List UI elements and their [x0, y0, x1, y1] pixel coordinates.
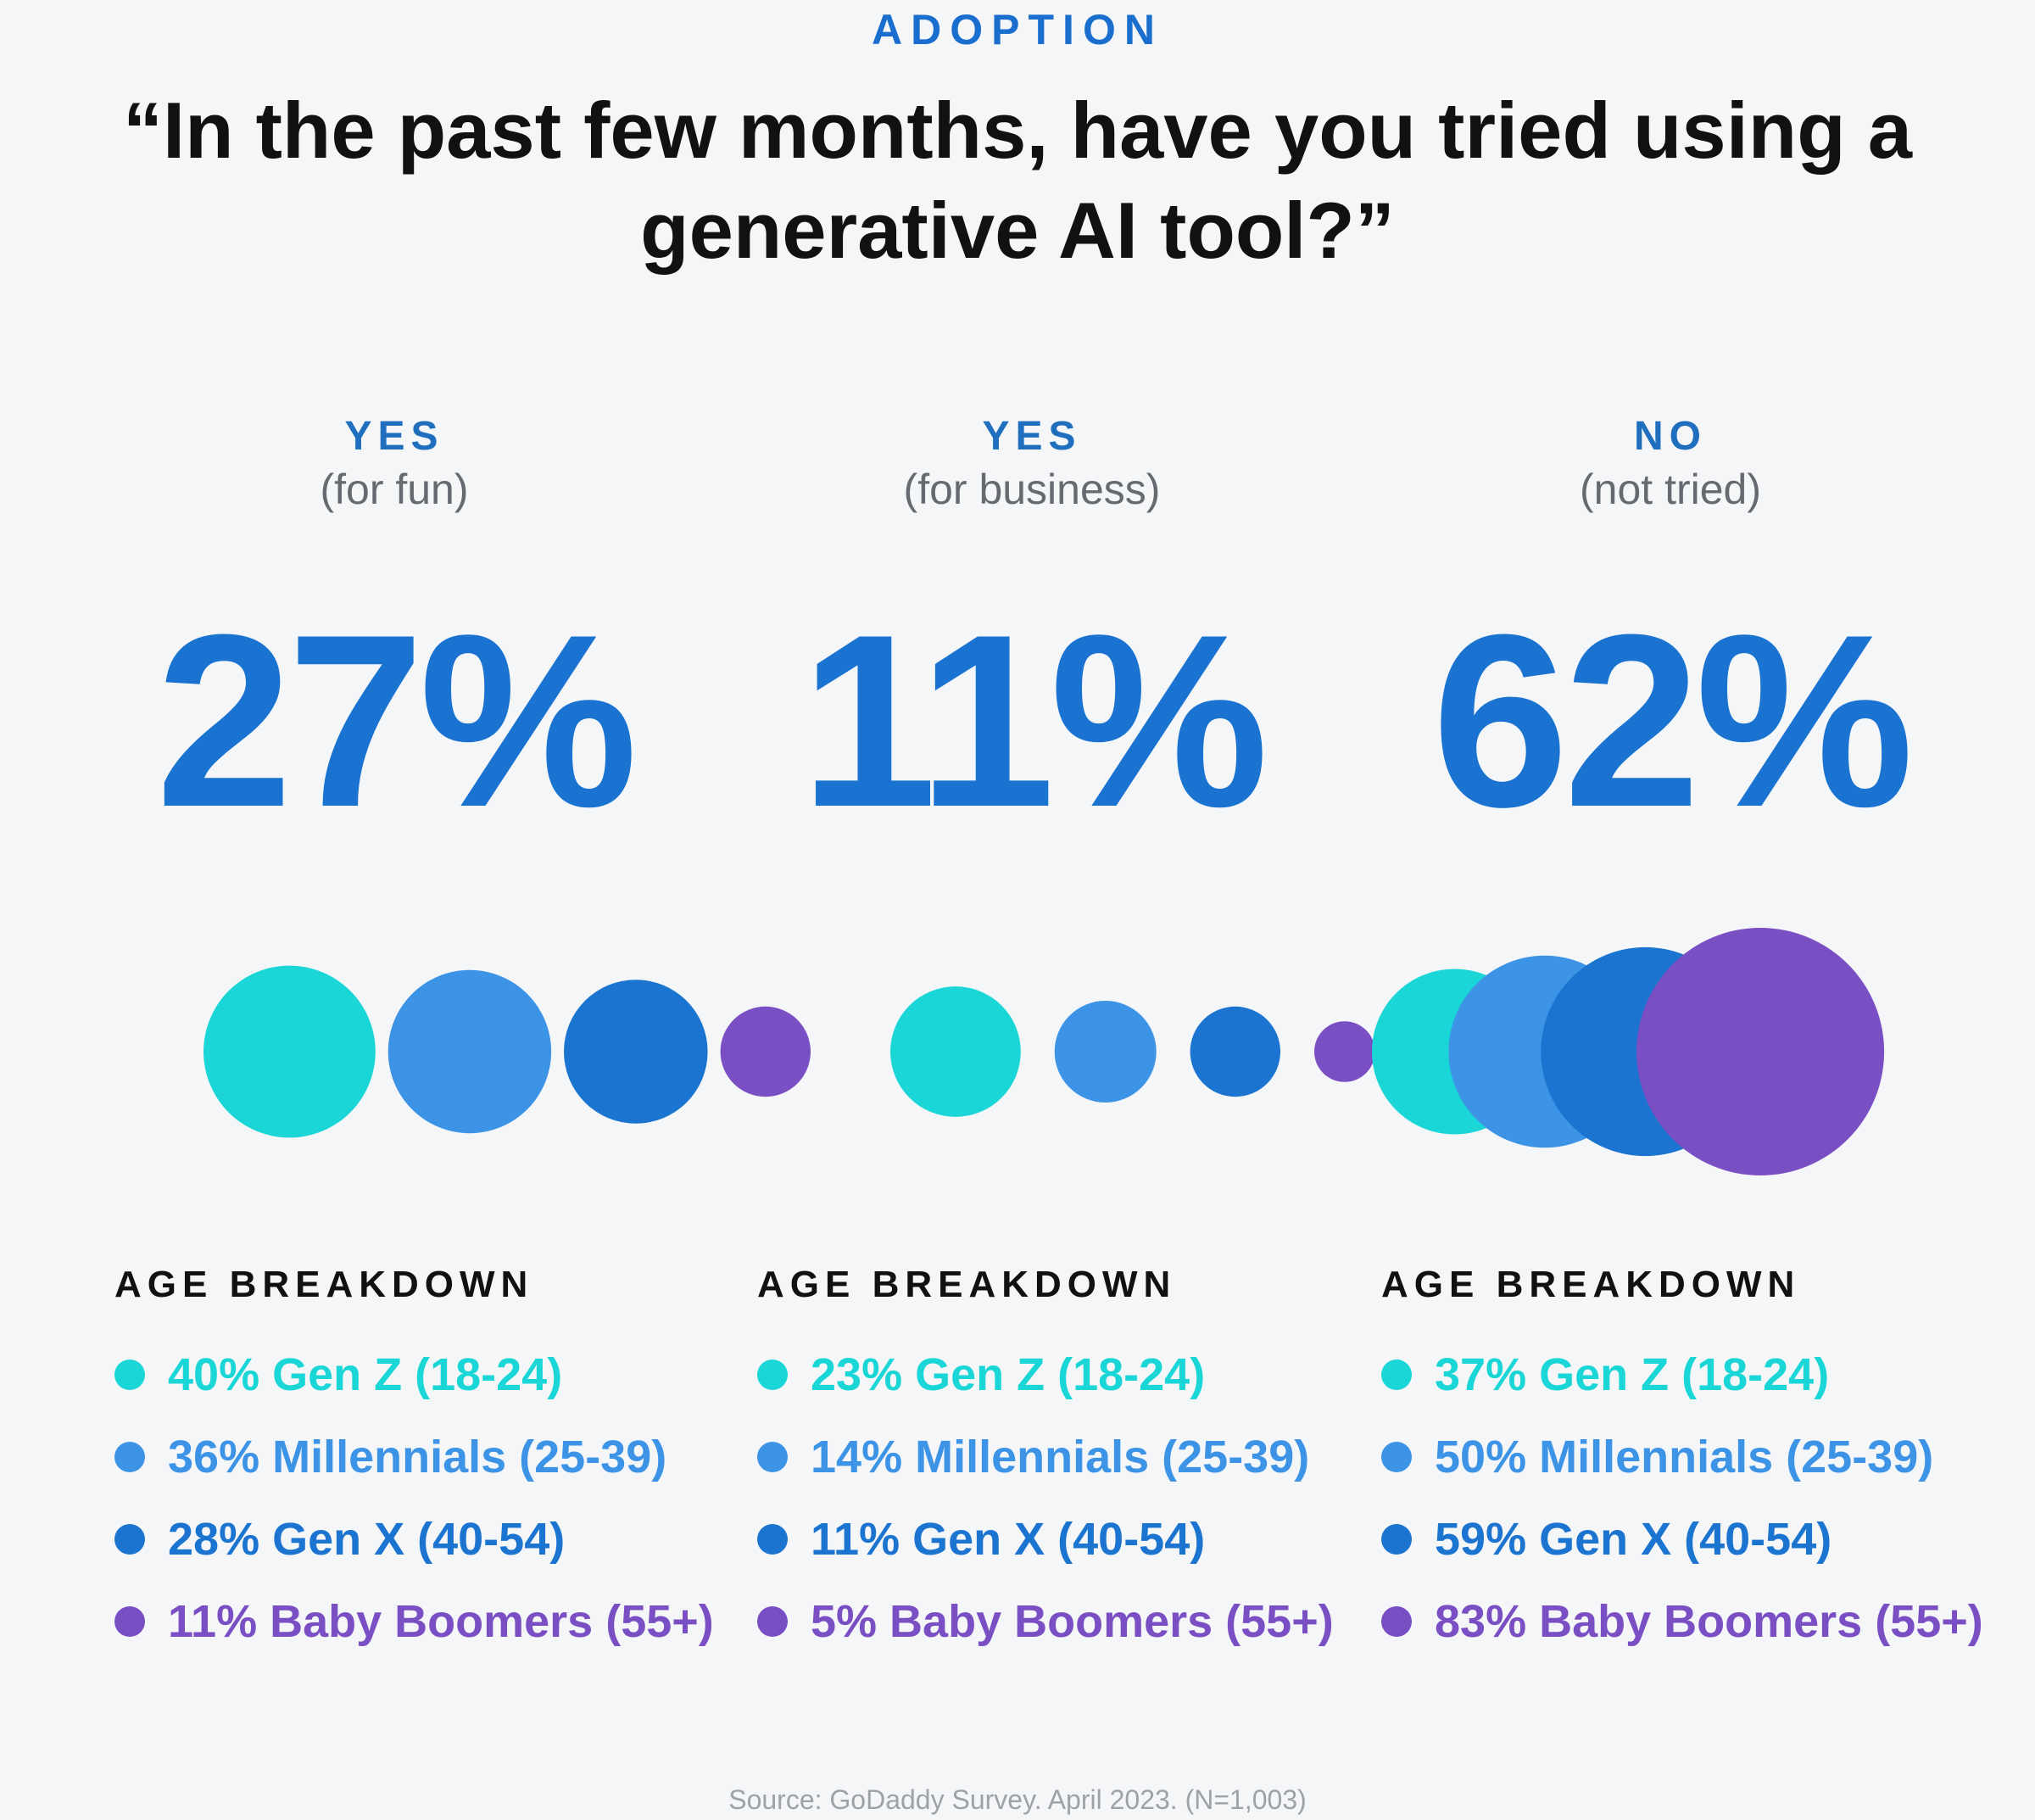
category-header: YES (for business): [727, 411, 1337, 516]
bubble-baby-3: [1636, 928, 1885, 1175]
category-sublabel: (for business): [903, 466, 1161, 513]
legend-item: 40% Gen Z (18-24): [114, 1333, 714, 1415]
legend-label: 36% Millennials (25-39): [168, 1431, 667, 1482]
legend-label: 14% Millennials (25-39): [811, 1431, 1310, 1482]
legend-dot-icon: [1381, 1359, 1412, 1390]
legend-item: 28% Gen X (40-54): [114, 1498, 714, 1580]
age-breakdown-list: 40% Gen Z (18-24) 36% Millennials (25-39)…: [114, 1333, 714, 1662]
legend-item: 14% Millennials (25-39): [757, 1415, 1334, 1498]
legend-dot-icon: [114, 1359, 145, 1390]
category-label: YES: [344, 414, 444, 459]
legend-item: 36% Millennials (25-39): [114, 1415, 714, 1498]
legend-item: 59% Gen X (40-54): [1381, 1498, 1983, 1580]
legend-item: 37% Gen Z (18-24): [1381, 1333, 1983, 1415]
legend-dot-icon: [114, 1441, 145, 1472]
legend-label: 23% Gen Z (18-24): [811, 1348, 1206, 1400]
age-breakdown-title: AGE BREAKDOWN: [1381, 1264, 1801, 1305]
legend-dot-icon: [114, 1523, 145, 1555]
legend-dot-icon: [757, 1441, 788, 1472]
legend-item: 50% Millennials (25-39): [1381, 1415, 1983, 1498]
legend-item: 23% Gen Z (18-24): [757, 1333, 1334, 1415]
category-sublabel: (not tried): [1580, 466, 1761, 513]
category-label: YES: [982, 414, 1082, 459]
chart-title: “In the past few months, have you tried …: [122, 86, 1913, 275]
legend-item: 11% Gen X (40-54): [757, 1498, 1334, 1580]
category-percentage: 27%: [155, 583, 638, 858]
legend-dot-icon: [757, 1523, 788, 1555]
legend-label: 11% Gen X (40-54): [811, 1513, 1206, 1565]
legend-dot-icon: [1381, 1523, 1412, 1555]
age-breakdown-title: AGE BREAKDOWN: [757, 1264, 1177, 1305]
legend-dot-icon: [114, 1605, 145, 1637]
bubble-millennials-3: [1448, 955, 1641, 1148]
legend-item: 5% Baby Boomers (55+): [757, 1580, 1334, 1662]
legend-label: 59% Gen X (40-54): [1435, 1513, 1832, 1565]
legend-item: 83% Baby Boomers (55+): [1381, 1580, 1983, 1662]
category-sublabel: (for fun): [320, 466, 469, 513]
legend-label: 5% Baby Boomers (55+): [811, 1595, 1334, 1647]
category-percentage: 11%: [800, 583, 1268, 858]
source-note: Source: GoDaddy Survey. April 2023. (N=1…: [728, 1784, 1307, 1815]
bubble-gen-3: [1541, 946, 1750, 1157]
category-header: YES (for fun): [89, 411, 700, 516]
category-label: NO: [1634, 414, 1707, 459]
legend-label: 11% Baby Boomers (55+): [168, 1595, 714, 1647]
legend-dot-icon: [1381, 1441, 1412, 1472]
legend-dot-icon: [757, 1605, 788, 1637]
legend-label: 83% Baby Boomers (55+): [1435, 1595, 1983, 1647]
age-breakdown-list: 23% Gen Z (18-24) 14% Millennials (25-39)…: [757, 1333, 1334, 1662]
legend-label: 37% Gen Z (18-24): [1435, 1348, 1830, 1400]
bubble-gen-3: [1372, 969, 1537, 1135]
section-eyebrow: ADOPTION: [872, 6, 1163, 53]
age-breakdown-title: AGE BREAKDOWN: [114, 1264, 534, 1305]
legend-label: 28% Gen X (40-54): [168, 1513, 566, 1565]
category-percentage: 62%: [1431, 583, 1914, 858]
legend-dot-icon: [757, 1359, 788, 1390]
legend-label: 40% Gen Z (18-24): [168, 1348, 563, 1400]
legend-label: 50% Millennials (25-39): [1435, 1431, 1934, 1482]
legend-dot-icon: [1381, 1605, 1412, 1637]
age-breakdown-list: 37% Gen Z (18-24) 50% Millennials (25-39)…: [1381, 1333, 1983, 1662]
category-header: NO (not tried): [1365, 411, 1976, 516]
legend-item: 11% Baby Boomers (55+): [114, 1580, 714, 1662]
